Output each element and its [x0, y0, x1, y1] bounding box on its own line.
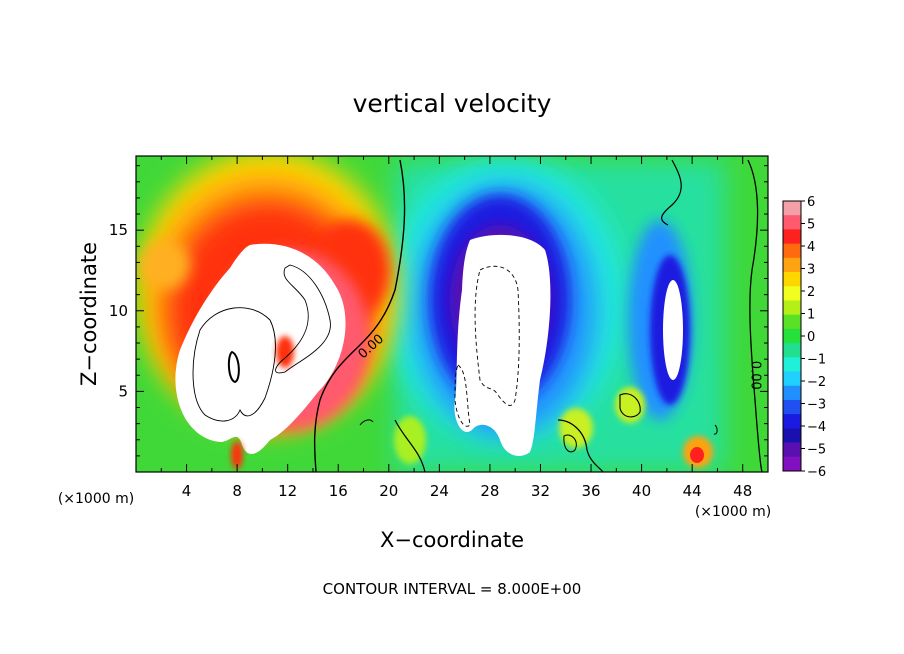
x-unit-right: (×1000 m): [695, 504, 771, 520]
x-tick-label: 48: [733, 482, 752, 500]
colorbar-tick-label: 4: [807, 240, 815, 255]
x-axis: 4 8 12 16 20 24 28 32 36 40 44 48: [160, 156, 752, 500]
colorbar-tick-label: −4: [807, 420, 826, 435]
colorbar-swatch: [783, 300, 801, 316]
colorbar-swatch: [783, 357, 801, 372]
x-tick-label: 32: [531, 482, 550, 500]
contour-label: 0.00: [748, 361, 763, 390]
colorbar-tick-label: 0: [807, 330, 815, 345]
x-tick-label: 24: [430, 482, 449, 500]
colorbar-tick-label: −5: [807, 443, 826, 458]
colorbar-swatch: [783, 229, 801, 245]
x-tick-label: 20: [379, 482, 398, 500]
x-tick-label: 36: [581, 482, 600, 500]
colorbar-tick-label: −2: [807, 375, 826, 390]
colorbar: 6 5 4 3 2 1 0 −1 −2 −3 −4 −5 −6: [782, 195, 826, 480]
contour-lines: [192, 159, 763, 472]
y-tick-label: 15: [109, 221, 128, 239]
colorbar-swatch: [783, 257, 801, 273]
colorbar-tick-label: 6: [807, 195, 815, 210]
x-tick-label: 12: [278, 482, 297, 500]
colorbar-swatch: [783, 328, 801, 344]
colorbar-swatch: [783, 201, 801, 216]
colorbar-swatch: [783, 286, 801, 301]
colorbar-swatch: [783, 243, 801, 259]
colorbar-tick-label: −6: [807, 465, 826, 480]
colorbar-tick-label: −1: [807, 353, 826, 368]
y-axis: 5 10 15: [109, 165, 768, 457]
colorbar-swatch: [783, 343, 801, 358]
colorbar-tick-label: 1: [807, 308, 815, 323]
colorbar-swatch: [783, 314, 801, 330]
plot-frame: [135, 155, 769, 473]
colorbar-swatch: [783, 215, 801, 230]
chart-title: vertical velocity: [353, 89, 552, 118]
colorbar-swatch: [783, 399, 801, 415]
x-axis-title: X−coordinate: [380, 528, 524, 552]
contour-interval-note: CONTOUR INTERVAL = 8.000E+00: [323, 580, 582, 598]
velocity-field: 0.000.00: [136, 156, 768, 472]
x-unit-left: (×1000 m): [58, 491, 134, 507]
y-tick-label: 10: [109, 302, 128, 320]
x-tick-label: 8: [232, 482, 242, 500]
x-tick-label: 40: [632, 482, 651, 500]
colorbar-swatch: [783, 442, 801, 458]
x-tick-label: 16: [329, 482, 348, 500]
colorbar-swatch: [783, 428, 801, 443]
colorbar-tick-label: 2: [807, 285, 815, 300]
updraft-region: [138, 156, 713, 469]
colorbar-swatch: [783, 272, 801, 287]
colorbar-tick-label: 5: [807, 218, 815, 233]
colorbar-swatch: [783, 414, 801, 429]
colorbar-swatch: [783, 385, 801, 401]
x-tick-label: 44: [683, 482, 702, 500]
y-tick-label: 5: [118, 382, 128, 400]
y-axis-title: Z−coordinate: [77, 242, 101, 386]
x-tick-label: 28: [480, 482, 499, 500]
colorbar-tick-label: 3: [807, 263, 815, 278]
downdraft-region: [385, 160, 725, 472]
colorbar-tick-label: −3: [807, 398, 826, 413]
x-tick-label: 4: [182, 482, 192, 500]
colorbar-swatch: [783, 456, 801, 472]
colorbar-swatch: [783, 371, 801, 387]
